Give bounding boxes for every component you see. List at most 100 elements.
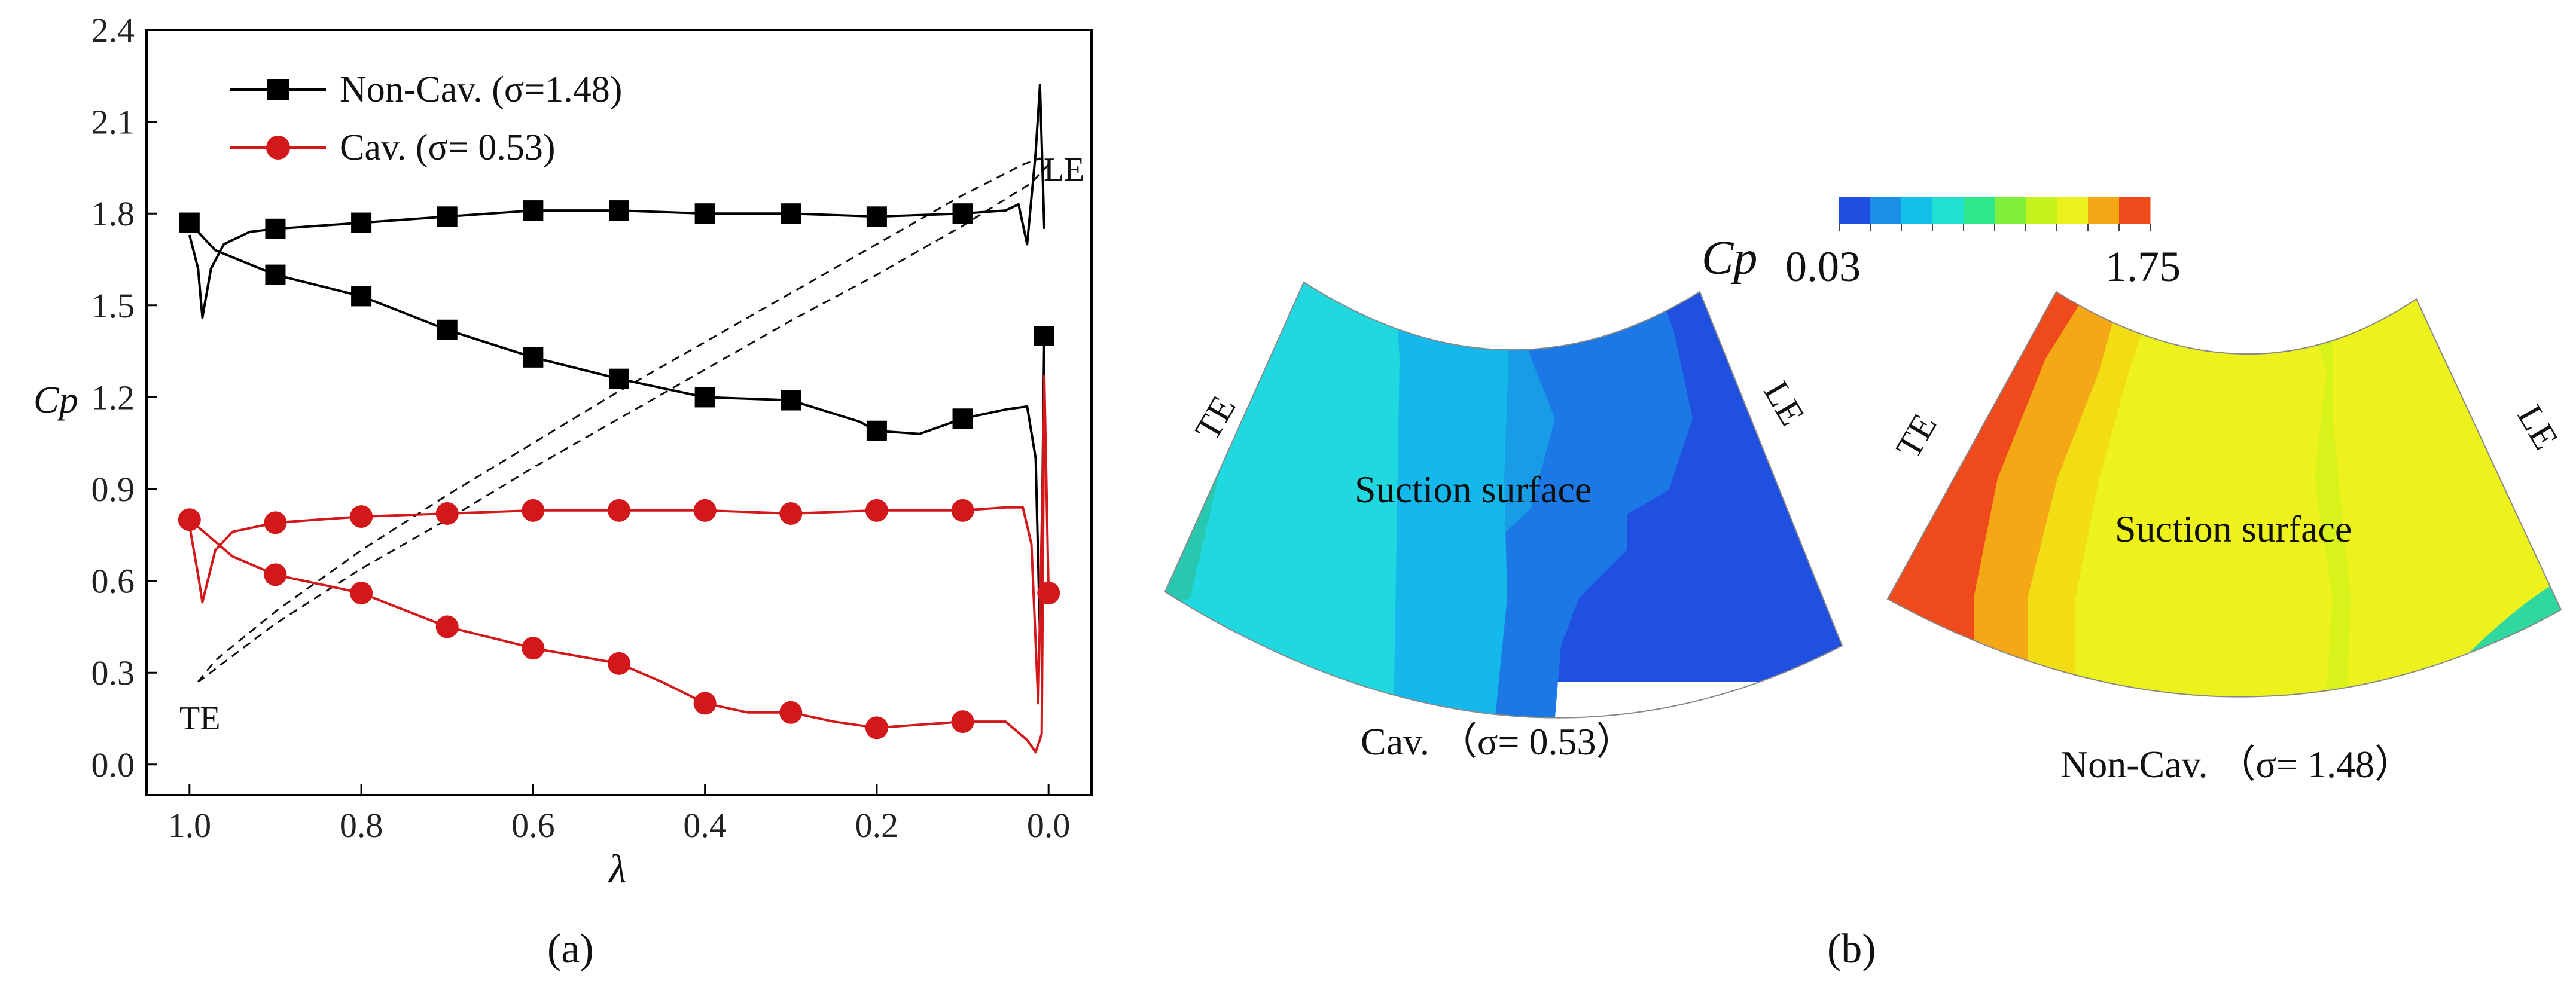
data-point-square [265, 264, 286, 285]
colorbar-swatch [2119, 197, 2151, 224]
data-point-square [351, 212, 372, 233]
data-point-circle [350, 582, 373, 605]
x-tick-label: 1.0 [168, 806, 212, 845]
colorbar-max-label: 1.75 [2105, 243, 2181, 291]
data-point-circle [865, 716, 888, 740]
colorbar-swatch [2057, 197, 2089, 224]
data-point-square [609, 200, 629, 221]
blade-outline-non-cav [1886, 291, 2562, 698]
colorbar-swatch [1964, 197, 1995, 224]
series-line-0 [188, 222, 1045, 637]
data-point-circle [178, 508, 201, 531]
data-point-square [781, 390, 801, 411]
legend-label-non-cav: Non-Cav. (σ=1.48) [340, 69, 622, 110]
data-point-square [265, 218, 286, 239]
panel-label-b: (b) [1827, 926, 1876, 972]
x-axis-label: λ [608, 846, 626, 891]
x-tick-label: 0.8 [340, 806, 383, 845]
data-point-circle [608, 652, 630, 675]
data-point-circle [1037, 582, 1060, 605]
panel-label-a: (a) [547, 926, 594, 972]
data-point-square [781, 203, 801, 224]
data-point-square [694, 387, 715, 408]
data-point-circle [951, 499, 974, 522]
data-point-circle [435, 615, 459, 638]
data-point-circle [264, 563, 287, 586]
legend-entry-non-cav: Non-Cav. (σ=1.48) [230, 69, 622, 110]
colorbar-swatch [2026, 197, 2057, 224]
colorbar [1839, 197, 2151, 231]
y-tick-label: 0.6 [92, 562, 135, 601]
y-tick-label: 1.5 [92, 286, 135, 325]
data-point-circle [608, 499, 630, 522]
data-point-square [952, 203, 973, 224]
colorbar-swatch [1901, 197, 1933, 224]
colorbar-title: Cp [1702, 232, 1757, 285]
data-point-square [523, 200, 544, 221]
series-layer [178, 84, 1060, 754]
legend-marker-circle [266, 136, 290, 160]
le-label-cav: LE [1756, 374, 1812, 432]
y-tick-label: 0.0 [92, 745, 135, 784]
data-point-circle [435, 502, 459, 525]
x-axis: 1.0 0.8 0.6 0.4 0.2 0.0 [168, 784, 1071, 845]
data-point-circle [779, 701, 803, 724]
data-point-circle [693, 692, 717, 715]
legend-entry-cav: Cav. (σ= 0.53) [230, 127, 556, 168]
y-tick-label: 1.2 [92, 378, 135, 417]
colorbar-swatch [2088, 197, 2120, 224]
data-point-circle [693, 499, 717, 522]
plot-area-frame [145, 29, 1093, 796]
line-chart-panel: 0.0 0.3 0.6 0.9 1.2 1.5 1.8 2.1 2.4 1.0 0.8 0.6 0.4… [33, 11, 1093, 972]
colorbar-min-label: 0.03 [1785, 243, 1861, 291]
data-point-square [523, 347, 544, 368]
colorbar-swatch [1870, 197, 1902, 224]
data-point-circle [264, 511, 287, 534]
te-label-non-cav: TE [1888, 407, 1944, 465]
y-axis-label: Cp [33, 378, 78, 421]
data-point-circle [951, 710, 974, 734]
surface-label-cav: Suction surface [1355, 468, 1592, 511]
contour-panel: Cp 0.03 1.75 Suction surface TE LE Cav. … [1164, 197, 2566, 972]
data-point-square [866, 420, 887, 441]
colorbar-swatch [1995, 197, 2026, 224]
blade-outline-cav [1164, 281, 1843, 719]
data-point-square [351, 286, 372, 307]
colorbar-swatch [1839, 197, 1871, 224]
map-label-non-cav: Non-Cav. （σ= 1.48） [2060, 743, 2413, 786]
data-point-square [179, 212, 200, 233]
le-label-non-cav: LE [2510, 398, 2566, 456]
contour-map-non-cav: Suction surface TE LE Non-Cav. （σ= 1.48） [1886, 291, 2566, 786]
data-point-circle [865, 499, 888, 522]
map-label-cav: Cav. （σ= 0.53） [1361, 720, 1635, 763]
legend-marker-square [267, 79, 289, 100]
y-tick-label: 2.1 [92, 103, 135, 142]
x-tick-label: 0.6 [511, 806, 555, 845]
data-point-circle [522, 637, 545, 660]
data-point-square [609, 368, 629, 389]
surface-label-non-cav: Suction surface [2115, 508, 2352, 550]
x-tick-label: 0.2 [855, 806, 899, 845]
legend-label-cav: Cav. (σ= 0.53) [340, 127, 556, 168]
x-tick-label: 0.4 [683, 806, 727, 845]
y-tick-label: 2.4 [92, 11, 135, 50]
colorbar-swatch [1932, 197, 1964, 224]
x-tick-label: 0.0 [1027, 806, 1071, 845]
contour-map-cav: Suction surface TE LE Cav. （σ= 0.53） [1164, 281, 1843, 763]
annotation-te: TE [179, 700, 220, 737]
data-point-square [437, 319, 458, 340]
series-line-2 [188, 374, 1050, 754]
data-point-square [437, 206, 458, 227]
y-tick-label: 0.3 [92, 653, 135, 692]
y-axis: 0.0 0.3 0.6 0.9 1.2 1.5 1.8 2.1 2.4 [92, 11, 157, 784]
blade-outline-dashed [197, 157, 1050, 683]
data-point-circle [522, 499, 545, 522]
y-tick-label: 0.9 [92, 470, 135, 509]
y-tick-label: 1.8 [92, 194, 135, 233]
annotation-le: LE [1044, 151, 1084, 188]
data-point-square [866, 206, 887, 227]
data-point-square [694, 203, 715, 224]
legend: Non-Cav. (σ=1.48) Cav. (σ= 0.53) [230, 69, 622, 168]
data-point-square [1034, 326, 1054, 346]
data-point-circle [350, 505, 373, 528]
